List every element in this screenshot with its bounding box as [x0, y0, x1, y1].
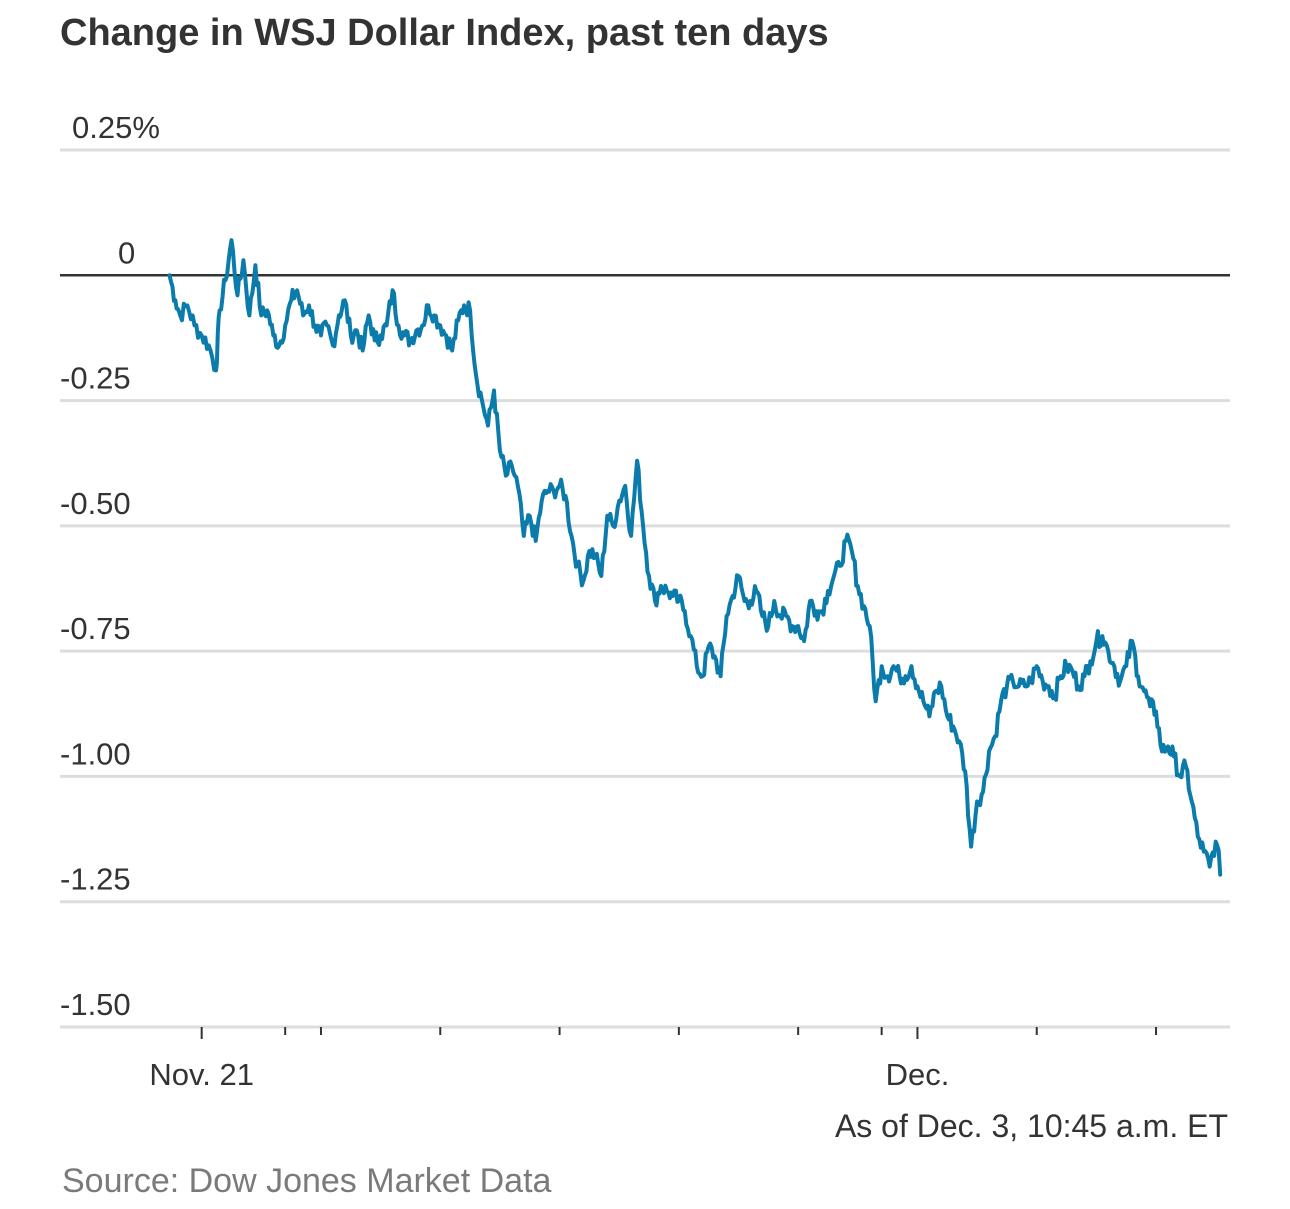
- y-tick-label: -0.75: [60, 611, 131, 646]
- series-line: [167, 238, 1223, 877]
- y-tick-label: 0.25%: [72, 110, 160, 145]
- y-tick-label: -1.00: [60, 736, 131, 771]
- data-series: [167, 238, 1223, 877]
- as-of-timestamp: As of Dec. 3, 10:45 a.m. ET: [834, 1108, 1228, 1144]
- gridlines: [60, 148, 1230, 1029]
- y-tick-label: 0: [118, 235, 135, 270]
- source-note: Source: Dow Jones Market Data: [62, 1162, 552, 1200]
- x-axis: Nov. 21 Dec.: [149, 1027, 1158, 1092]
- x-tick-label: Dec.: [886, 1057, 950, 1092]
- chart-title: Change in WSJ Dollar Index, past ten day…: [60, 12, 829, 54]
- y-tick-label: -0.50: [60, 486, 131, 521]
- x-tick-label: Nov. 21: [149, 1057, 254, 1092]
- y-tick-label: -1.25: [60, 862, 131, 897]
- y-axis-labels: 0.25% 0 -0.25 -0.50 -0.75 -1.00 -1.25 -1.50: [60, 110, 160, 1022]
- y-tick-label: -0.25: [60, 361, 131, 396]
- y-tick-label: -1.50: [60, 987, 131, 1022]
